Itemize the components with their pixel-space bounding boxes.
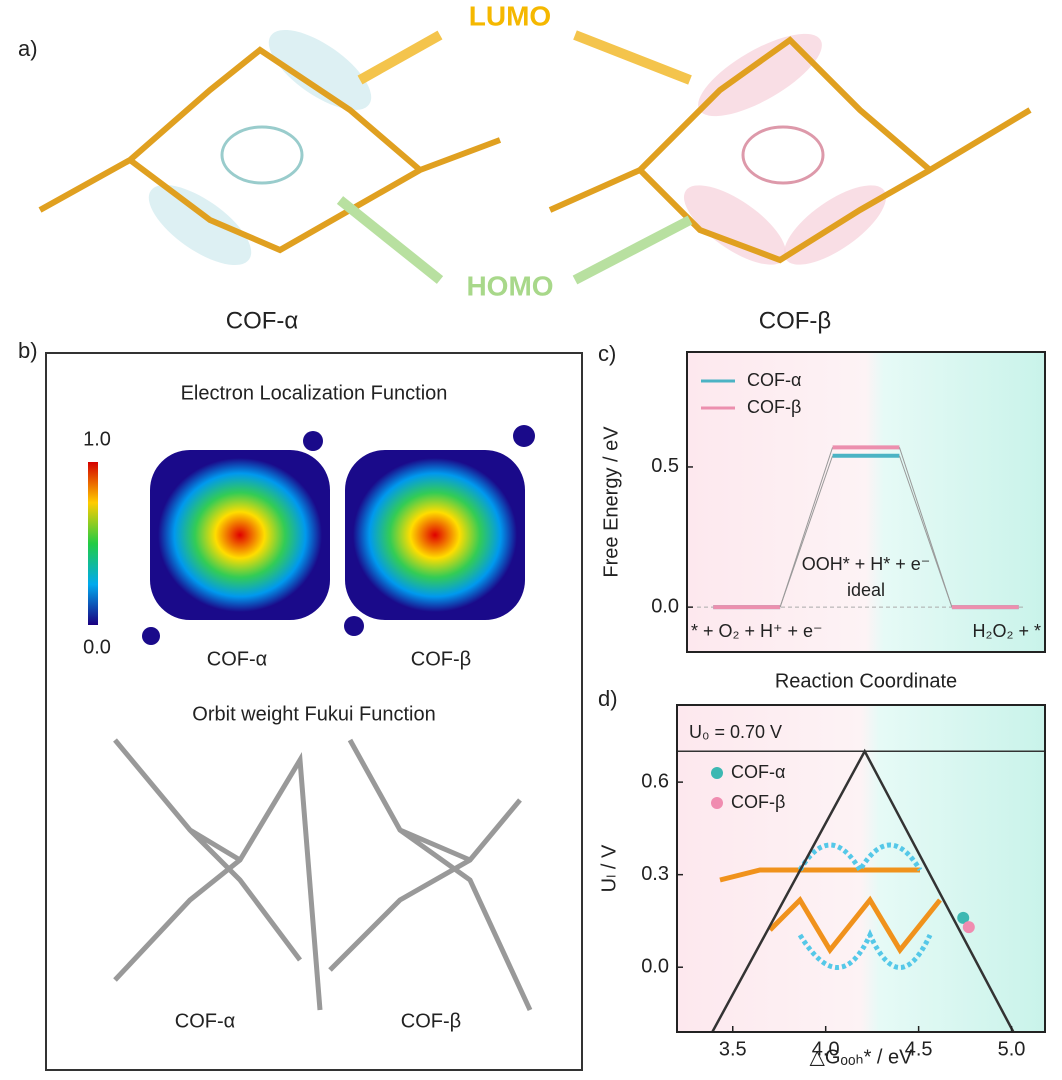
elf-label: COF-β — [411, 648, 471, 670]
plot-frame — [676, 704, 1046, 1033]
y-tick-label: 0.3 — [641, 863, 669, 885]
structure-label: COF-α — [226, 307, 299, 334]
structure-label: COF-β — [759, 307, 831, 334]
category-label: * + O₂ + H⁺ + e⁻ — [691, 621, 823, 641]
x-axis-label: △Gₒₒₕ* / eV — [809, 1046, 913, 1068]
connector — [898, 447, 953, 608]
panel-b-frame — [45, 352, 583, 1071]
homo-label: HOMO — [466, 270, 553, 301]
plot-background — [687, 352, 1045, 652]
molecule-decoration — [38, 29, 1032, 285]
panel-label: c) — [598, 341, 616, 366]
plot-frame — [686, 351, 1046, 653]
x-tick-label: 4.5 — [905, 1038, 933, 1060]
legend-marker — [711, 767, 723, 779]
legend-marker — [711, 797, 723, 809]
reference-label: U₀ = 0.70 V — [689, 722, 782, 742]
x-tick-label: 3.5 — [719, 1038, 747, 1060]
y-tick-label: 0.6 — [641, 770, 669, 792]
y-tick-label: 0.0 — [641, 955, 669, 977]
x-tick-label: 5.0 — [998, 1038, 1026, 1060]
y-tick-label: 0.5 — [651, 455, 679, 477]
fukui-label: COF-α — [175, 1010, 235, 1032]
colorbar — [88, 462, 98, 625]
category-label: H₂O₂ + * — [973, 621, 1042, 641]
legend-label: COF-α — [747, 370, 801, 390]
fukui-title: Orbit weight Fukui Function — [192, 703, 435, 725]
panel-label: b) — [18, 338, 38, 363]
fukui-label: COF-β — [401, 1010, 461, 1032]
y-axis-label: Uₗ / V — [598, 844, 620, 892]
legend-label: COF-β — [747, 397, 801, 417]
x-axis-label: Reaction Coordinate — [775, 670, 957, 692]
legend-label: COF-α — [731, 762, 785, 782]
panel-label: d) — [598, 686, 618, 711]
fukui-structure — [113, 738, 533, 1012]
legend-label: COF-β — [731, 792, 785, 812]
elf-map — [142, 425, 535, 645]
connector — [779, 447, 834, 608]
colorbar-max: 1.0 — [83, 428, 111, 450]
x-tick-label: 4.0 — [812, 1038, 840, 1060]
y-axis-label: Free Energy / eV — [600, 426, 622, 578]
reference-label: ideal — [847, 580, 885, 600]
panel-label: a) — [18, 36, 38, 61]
category-label: OOH* + H* + e⁻ — [802, 554, 931, 574]
colorbar-min: 0.0 — [83, 636, 111, 658]
elf-label: COF-α — [207, 648, 267, 670]
y-tick-label: 0.0 — [651, 595, 679, 617]
volcano-line — [711, 748, 1015, 1032]
data-point — [962, 921, 975, 934]
elf-title: Electron Localization Function — [181, 382, 448, 404]
data-point — [957, 911, 970, 924]
lumo-label: LUMO — [469, 0, 551, 31]
